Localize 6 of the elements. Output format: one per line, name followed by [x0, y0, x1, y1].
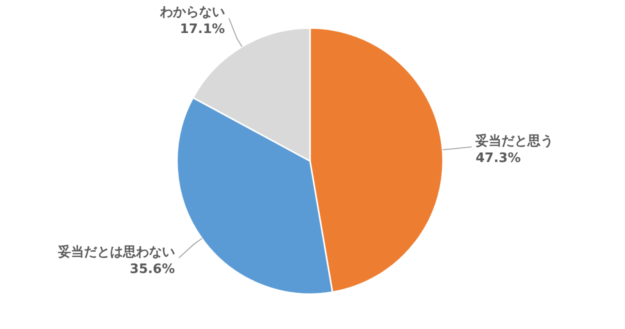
slice-label: 妥当だと思う	[474, 132, 554, 149]
slice-label: 妥当だとは思わない	[56, 244, 175, 260]
data-label: 47.3%	[476, 150, 521, 166]
slice-label: わからない	[158, 5, 225, 20]
data-label: 35.6%	[130, 262, 175, 277]
data-label: 17.1%	[180, 22, 225, 38]
